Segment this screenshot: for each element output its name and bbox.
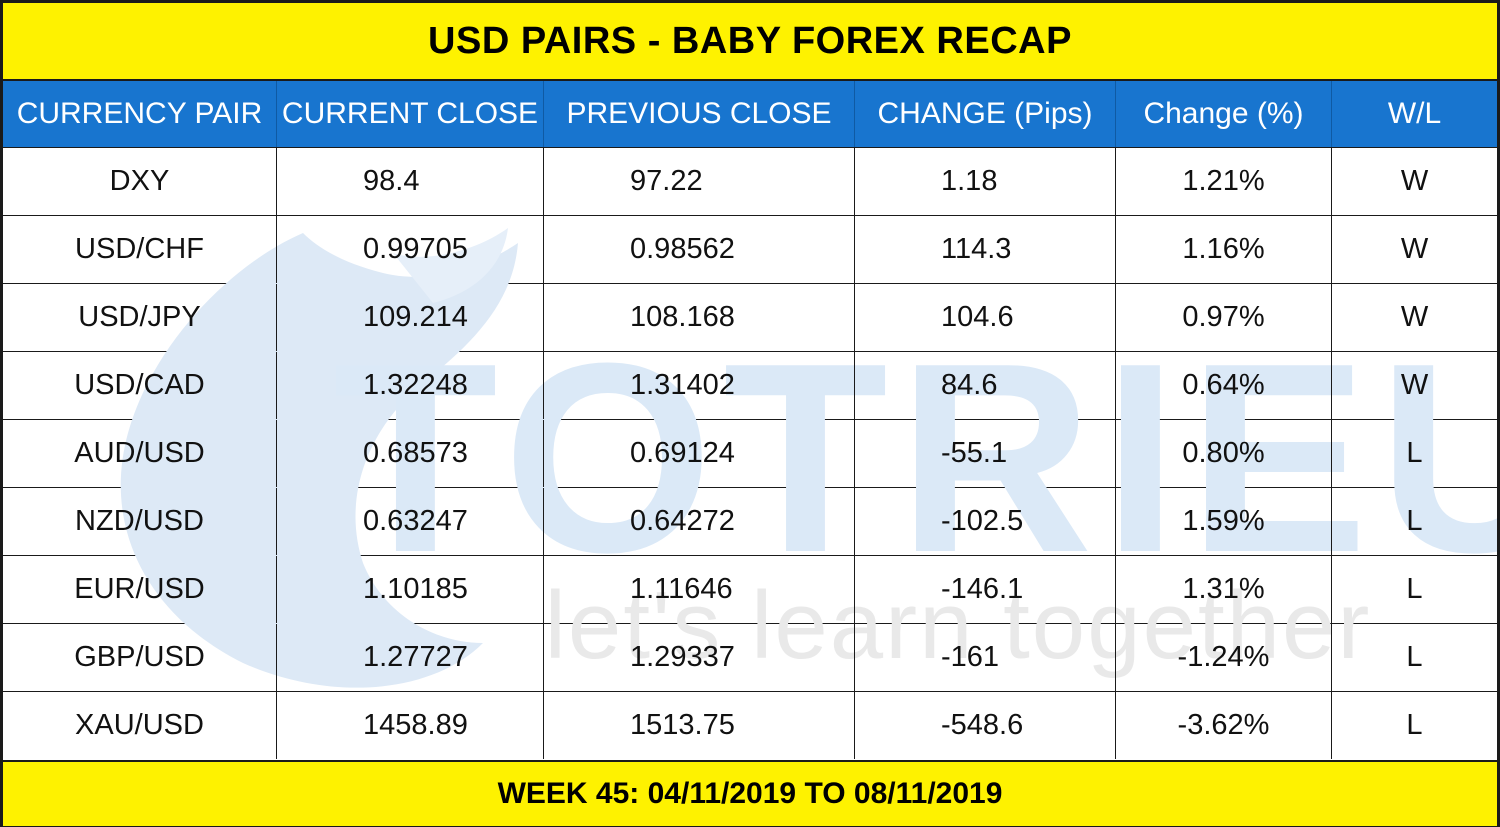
win-loss-cell: L bbox=[1406, 641, 1423, 673]
table-row: GBP/USD 1.27727 1.29337 -161 -1.24% L bbox=[3, 623, 1497, 691]
current-close-cell: 1458.89 bbox=[277, 692, 544, 759]
currency-pair-cell: USD/JPY bbox=[3, 284, 277, 351]
current-close-cell: 0.68573 bbox=[277, 420, 544, 487]
change-pips-cell: -146.1 bbox=[855, 556, 1116, 623]
win-loss-cell: W bbox=[1400, 233, 1429, 265]
column-header-win-loss: W/L bbox=[1387, 97, 1442, 130]
win-loss-cell: W bbox=[1400, 165, 1429, 197]
current-close-cell: 109.214 bbox=[277, 284, 544, 351]
table-body: DXY 98.4 97.22 1.18 1.21% W USD/CHF 0.99… bbox=[3, 147, 1497, 759]
change-percent-cell: 0.64% bbox=[1116, 352, 1332, 419]
change-pips-cell: 104.6 bbox=[855, 284, 1116, 351]
previous-close-cell: 1.29337 bbox=[544, 624, 855, 691]
change-percent-cell: -1.24% bbox=[1116, 624, 1332, 691]
column-header-current-close: CURRENT CLOSE bbox=[277, 81, 544, 147]
previous-close-cell: 0.64272 bbox=[544, 488, 855, 555]
currency-pair-cell: GBP/USD bbox=[3, 624, 277, 691]
win-loss-cell: L bbox=[1406, 505, 1423, 537]
change-percent-cell: 1.31% bbox=[1116, 556, 1332, 623]
win-loss-cell: L bbox=[1406, 573, 1423, 605]
column-header-currency-pair: CURRENCY PAIR bbox=[3, 81, 277, 147]
table-row: XAU/USD 1458.89 1513.75 -548.6 -3.62% L bbox=[3, 691, 1497, 759]
column-header-previous-close: PREVIOUS CLOSE bbox=[544, 81, 855, 147]
change-percent-cell: 0.80% bbox=[1116, 420, 1332, 487]
previous-close-cell: 1.31402 bbox=[544, 352, 855, 419]
change-pips-cell: -161 bbox=[855, 624, 1116, 691]
currency-pair-cell: USD/CHF bbox=[3, 216, 277, 283]
currency-pair-cell: AUD/USD bbox=[3, 420, 277, 487]
change-pips-cell: 114.3 bbox=[855, 216, 1116, 283]
previous-close-cell: 0.98562 bbox=[544, 216, 855, 283]
currency-pair-cell: NZD/USD bbox=[3, 488, 277, 555]
change-percent-cell: -3.62% bbox=[1116, 692, 1332, 759]
previous-close-cell: 97.22 bbox=[544, 148, 855, 215]
current-close-cell: 1.27727 bbox=[277, 624, 544, 691]
change-percent-cell: 0.97% bbox=[1116, 284, 1332, 351]
table-row: AUD/USD 0.68573 0.69124 -55.1 0.80% L bbox=[3, 419, 1497, 487]
change-percent-cell: 1.16% bbox=[1116, 216, 1332, 283]
change-pips-cell: 1.18 bbox=[855, 148, 1116, 215]
week-range-footer: WEEK 45: 04/11/2019 TO 08/11/2019 bbox=[3, 760, 1497, 826]
table-row: USD/JPY 109.214 108.168 104.6 0.97% W bbox=[3, 283, 1497, 351]
table-row: DXY 98.4 97.22 1.18 1.21% W bbox=[3, 147, 1497, 215]
change-percent-cell: 1.59% bbox=[1116, 488, 1332, 555]
win-loss-cell: L bbox=[1406, 709, 1423, 741]
table-header: CURRENCY PAIR CURRENT CLOSE PREVIOUS CLO… bbox=[3, 81, 1497, 147]
column-header-change-percent: Change (%) bbox=[1116, 81, 1332, 147]
current-close-cell: 1.10185 bbox=[277, 556, 544, 623]
previous-close-cell: 108.168 bbox=[544, 284, 855, 351]
currency-pair-cell: USD/CAD bbox=[3, 352, 277, 419]
previous-close-cell: 1.11646 bbox=[544, 556, 855, 623]
win-loss-cell: W bbox=[1400, 369, 1429, 401]
current-close-cell: 1.32248 bbox=[277, 352, 544, 419]
column-header-change-pips: CHANGE (Pips) bbox=[855, 81, 1116, 147]
change-pips-cell: -102.5 bbox=[855, 488, 1116, 555]
current-close-cell: 0.63247 bbox=[277, 488, 544, 555]
current-close-cell: 0.99705 bbox=[277, 216, 544, 283]
previous-close-cell: 1513.75 bbox=[544, 692, 855, 759]
currency-pair-cell: DXY bbox=[3, 148, 277, 215]
previous-close-cell: 0.69124 bbox=[544, 420, 855, 487]
change-pips-cell: -548.6 bbox=[855, 692, 1116, 759]
table-row: USD/CAD 1.32248 1.31402 84.6 0.64% W bbox=[3, 351, 1497, 419]
win-loss-cell: L bbox=[1406, 437, 1423, 469]
table-row: USD/CHF 0.99705 0.98562 114.3 1.16% W bbox=[3, 215, 1497, 283]
win-loss-cell: W bbox=[1400, 301, 1429, 333]
current-close-cell: 98.4 bbox=[277, 148, 544, 215]
change-pips-cell: -55.1 bbox=[855, 420, 1116, 487]
page-title: USD PAIRS - BABY FOREX RECAP bbox=[3, 3, 1497, 81]
currency-pair-cell: EUR/USD bbox=[3, 556, 277, 623]
table-row: EUR/USD 1.10185 1.11646 -146.1 1.31% L bbox=[3, 555, 1497, 623]
change-percent-cell: 1.21% bbox=[1116, 148, 1332, 215]
table-row: NZD/USD 0.63247 0.64272 -102.5 1.59% L bbox=[3, 487, 1497, 555]
currency-pair-cell: XAU/USD bbox=[3, 692, 277, 759]
change-pips-cell: 84.6 bbox=[855, 352, 1116, 419]
